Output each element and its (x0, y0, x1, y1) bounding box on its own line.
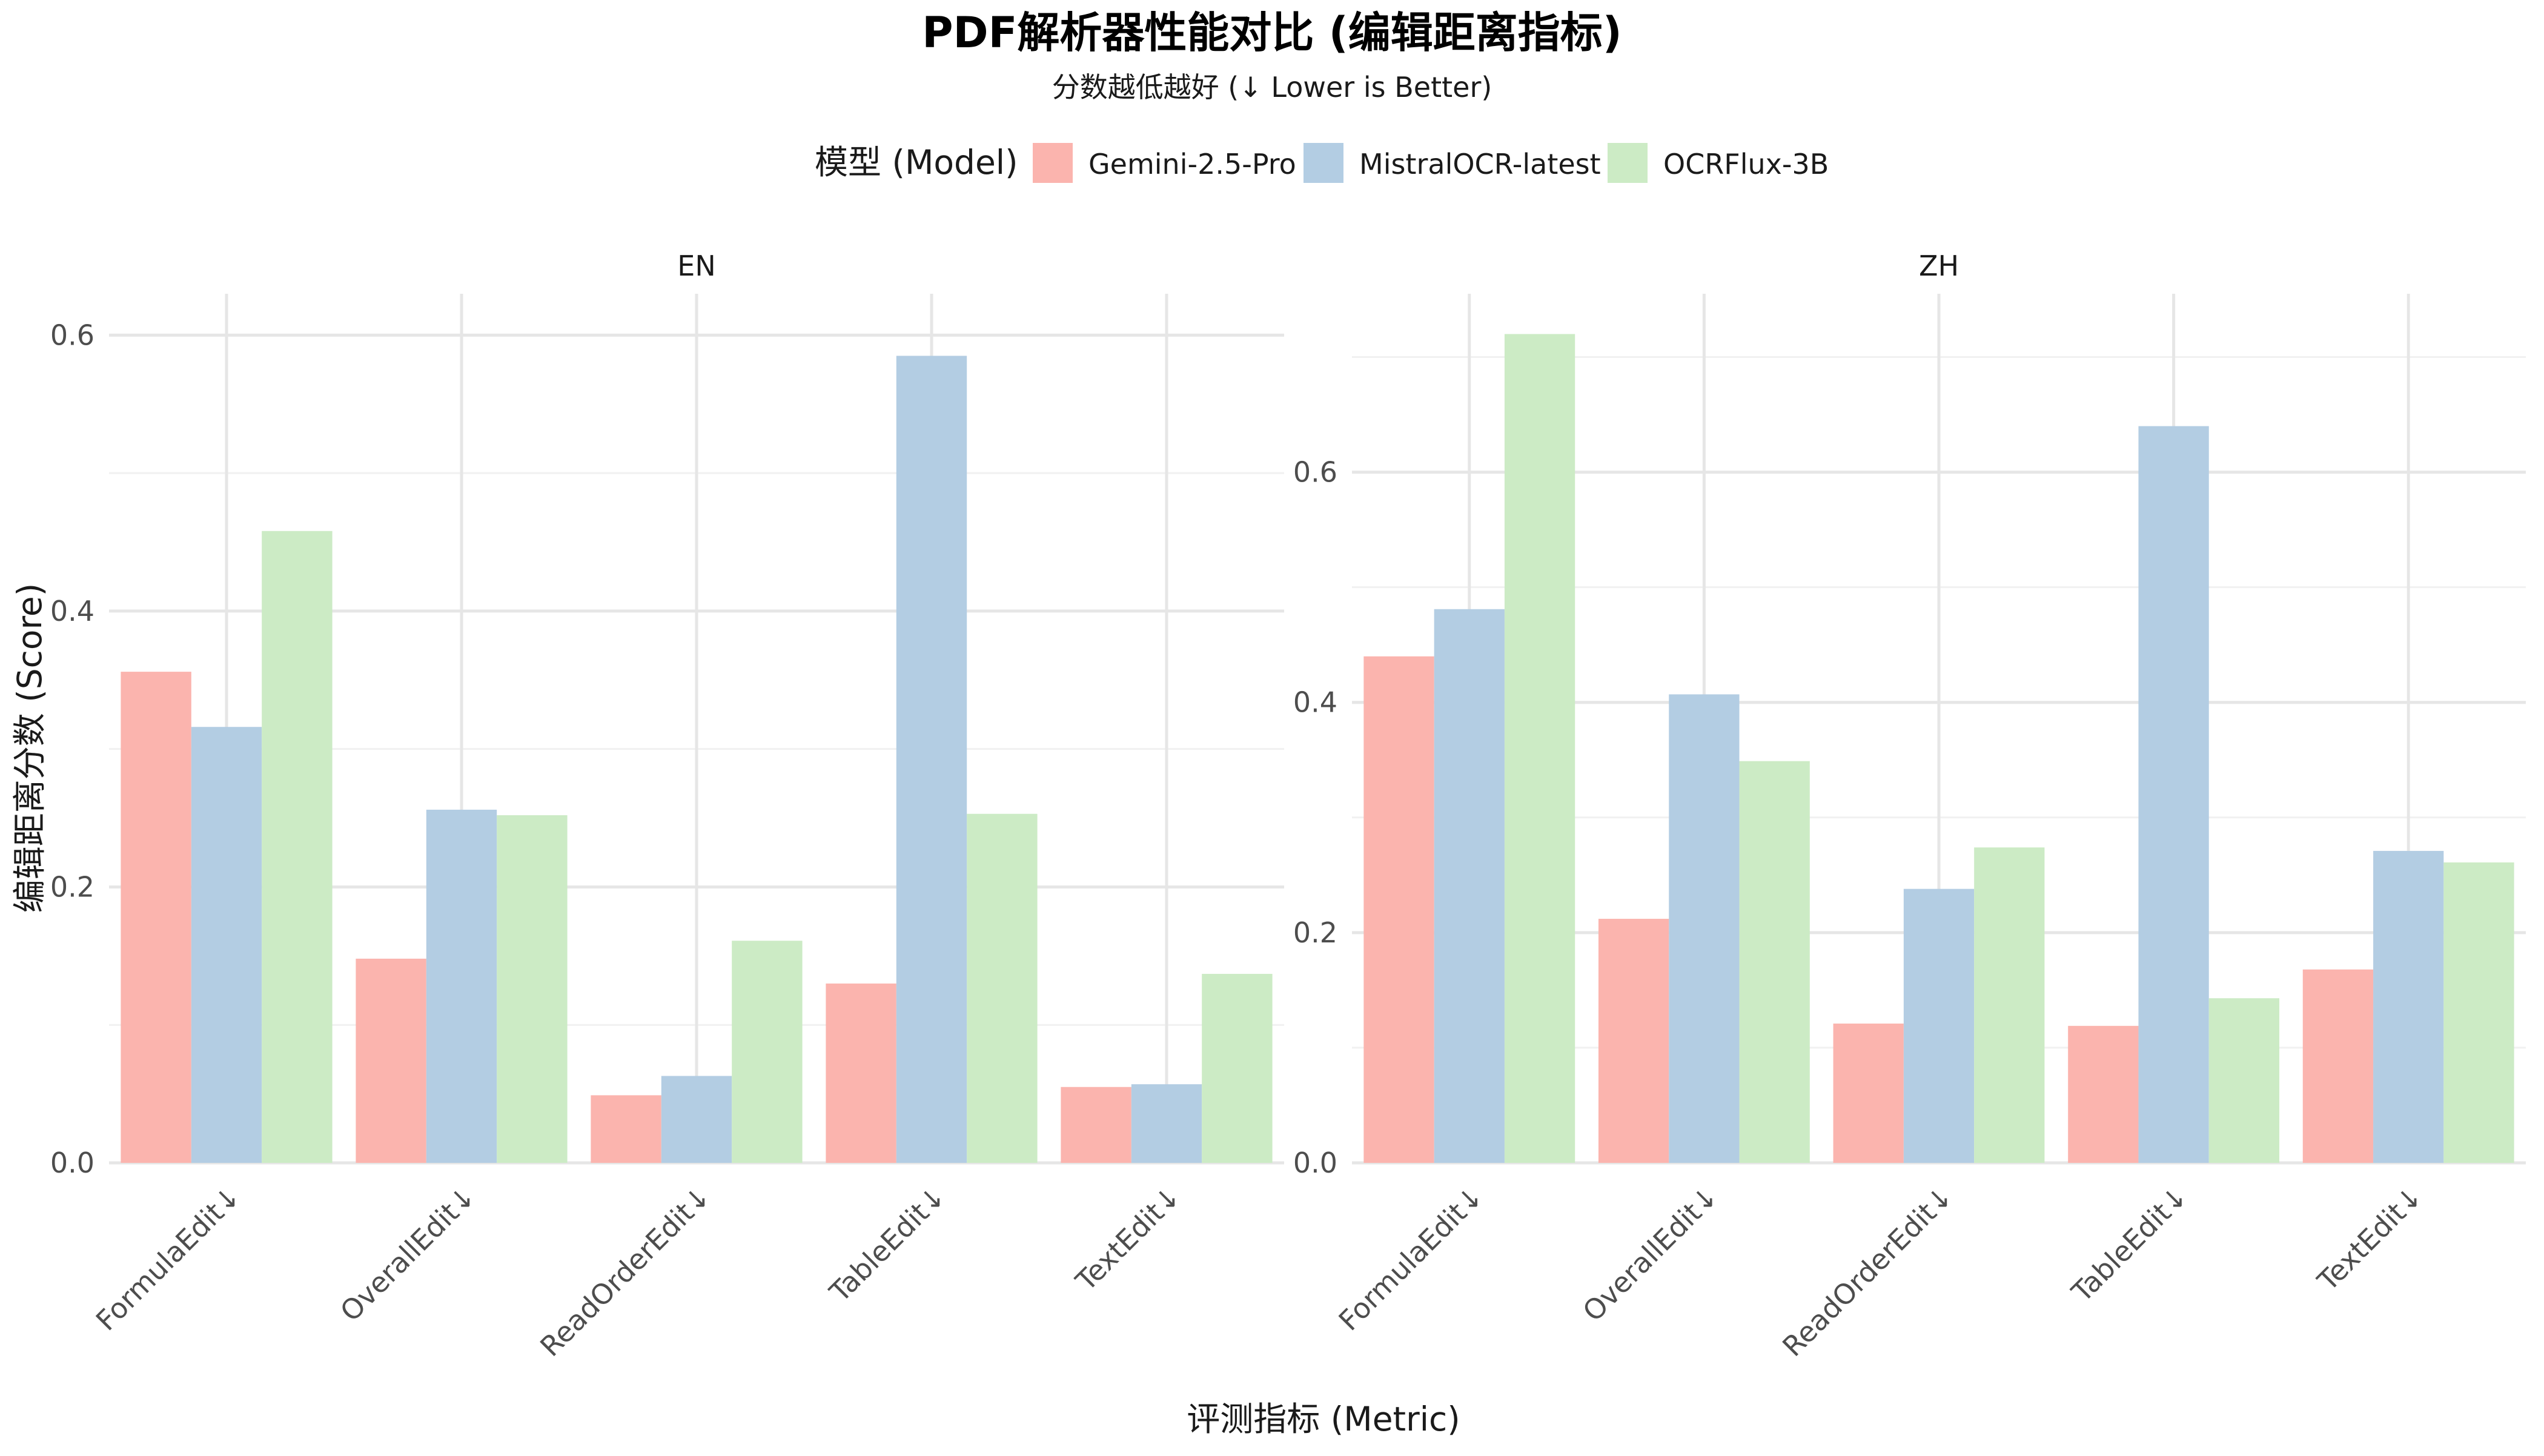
panel-en: 0.0 0.2 0.4 0.6 FormulaEdit↓ OverallEdit↓ Read… (50, 250, 1284, 1363)
bar-zh-0-0 (1363, 656, 1434, 1163)
bar-zh-1-2 (1903, 888, 1975, 1163)
bar-zh-0-3 (2068, 1025, 2139, 1163)
bar-en-2-2 (732, 941, 803, 1163)
bar-zh-2-3 (2208, 998, 2280, 1163)
chart-title: PDF解析器性能对比 (编辑距离指标) (922, 8, 1622, 58)
bar-en-2-3 (967, 813, 1038, 1163)
bar-en-1-3 (896, 356, 967, 1163)
legend-swatch (1033, 143, 1073, 183)
x-tick-label: FormulaEdit↓ (1333, 1180, 1490, 1337)
x-tick-label: ReadOrderEdit↓ (534, 1180, 717, 1363)
legend-title: 模型 (Model) (815, 143, 1018, 182)
y-tick-label: 0.6 (50, 319, 94, 351)
bar-en-1-2 (661, 1076, 732, 1163)
bar-zh-0-1 (1598, 919, 1669, 1163)
y-tick-label: 0.6 (1293, 456, 1337, 489)
x-tick-label: TextEdit↓ (1069, 1180, 1187, 1298)
bar-en-1-0 (191, 727, 262, 1163)
panel-zh: 0.0 0.2 0.4 0.6 FormulaEdit↓ OverallEdit↓ Read… (1293, 250, 2526, 1363)
bar-zh-1-4 (2373, 850, 2444, 1163)
bar-en-2-1 (497, 815, 568, 1163)
y-tick-label: 0.0 (1293, 1147, 1337, 1179)
bar-zh-2-0 (1504, 334, 1575, 1163)
x-tick-label: OverallEdit↓ (334, 1180, 482, 1328)
legend-label: Gemini-2.5-Pro (1088, 148, 1296, 180)
bar-en-0-0 (121, 672, 191, 1163)
chart-subtitle: 分数越低越好 (↓ Lower is Better) (1052, 71, 1492, 104)
x-axis-title: 评测指标 (Metric) (1187, 1400, 1460, 1438)
bar-zh-1-3 (2138, 426, 2209, 1163)
y-tick-label: 0.2 (50, 870, 94, 903)
bar-en-0-3 (826, 983, 896, 1163)
legend: Gemini-2.5-Pro MistralOCR-latest OCRFlux-3… (1033, 143, 1829, 183)
y-tick-label: 0.0 (50, 1147, 94, 1179)
bar-zh-2-4 (2443, 862, 2514, 1163)
y-tick-label: 0.4 (50, 595, 94, 627)
bar-zh-1-0 (1434, 609, 1505, 1163)
bar-en-1-4 (1131, 1084, 1202, 1163)
legend-swatch (1608, 143, 1648, 183)
bar-zh-0-4 (2302, 969, 2374, 1163)
x-tick-label: ReadOrderEdit↓ (1776, 1180, 1959, 1363)
bar-en-2-4 (1202, 973, 1273, 1163)
bar-en-1-1 (426, 809, 497, 1163)
legend-item: Gemini-2.5-Pro (1033, 143, 1296, 183)
y-axis-title: 编辑距离分数 (Score) (10, 583, 49, 913)
x-tick-label: TextEdit↓ (2311, 1180, 2429, 1298)
x-tick-label: TableEdit↓ (2065, 1180, 2194, 1309)
bar-zh-2-2 (1974, 847, 2045, 1163)
bar-zh-0-2 (1833, 1024, 1904, 1163)
bar-en-0-4 (1061, 1087, 1131, 1163)
bar-en-0-1 (356, 958, 426, 1163)
legend-label: OCRFlux-3B (1663, 148, 1829, 180)
x-tick-label: FormulaEdit↓ (90, 1180, 247, 1337)
legend-swatch (1303, 143, 1343, 183)
x-tick-label: OverallEdit↓ (1577, 1180, 1725, 1328)
legend-item: MistralOCR-latest (1303, 143, 1601, 183)
bar-zh-2-1 (1739, 761, 1810, 1163)
y-tick-label: 0.2 (1293, 916, 1337, 949)
bar-en-0-2 (591, 1095, 661, 1163)
panels: 0.0 0.2 0.4 0.6 FormulaEdit↓ OverallEdit↓ Read… (50, 250, 2526, 1363)
panel-strip-label: EN (677, 250, 715, 282)
panel-strip-label: ZH (1919, 250, 1959, 282)
y-tick-label: 0.4 (1293, 686, 1337, 719)
legend-label: MistralOCR-latest (1359, 148, 1601, 180)
bar-zh-1-1 (1669, 694, 1740, 1163)
x-tick-label: TableEdit↓ (823, 1180, 952, 1309)
legend-item: OCRFlux-3B (1608, 143, 1829, 183)
bar-en-2-0 (262, 531, 333, 1163)
